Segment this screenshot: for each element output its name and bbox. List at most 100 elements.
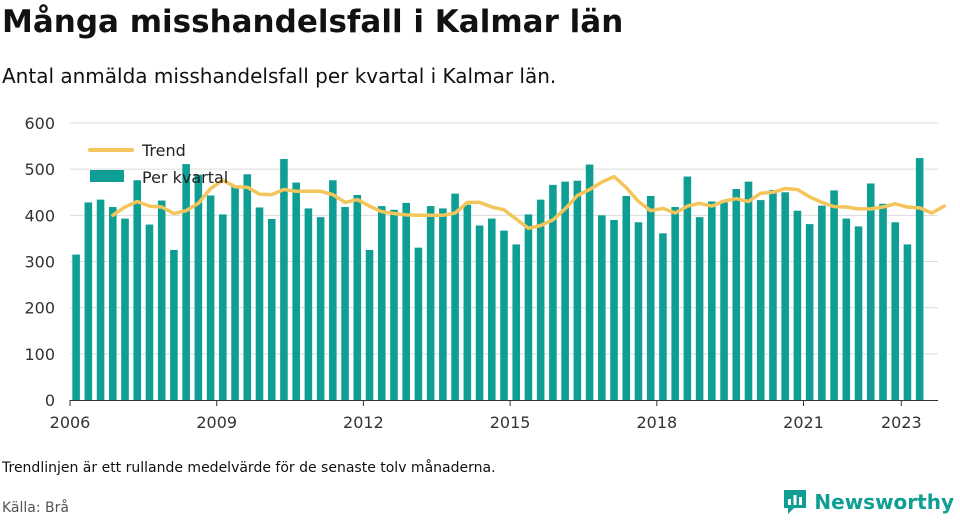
bar [818, 205, 826, 400]
bar [732, 189, 741, 400]
bar [500, 230, 508, 400]
bar [769, 189, 777, 400]
bar [133, 180, 142, 400]
chart-subtitle: Antal anmälda misshandelsfall per kvarta… [2, 64, 557, 88]
trend-line [111, 174, 946, 231]
bar [830, 190, 838, 400]
y-tick-label: 100 [24, 345, 55, 364]
y-tick-label: 300 [24, 253, 55, 272]
y-tick-label: 500 [24, 160, 55, 179]
x-tick-label: 2006 [50, 413, 91, 432]
bar [646, 195, 655, 400]
bar [585, 164, 594, 400]
bar [536, 199, 545, 400]
bar [390, 209, 398, 400]
x-tick-label: 2012 [343, 413, 384, 432]
x-tick-label: 2018 [636, 413, 677, 432]
bar [549, 184, 557, 400]
bar [610, 219, 618, 400]
bar [194, 174, 203, 400]
bar [756, 200, 765, 400]
bar [634, 222, 643, 400]
x-tick-label: 2009 [196, 413, 237, 432]
bar [781, 192, 789, 400]
bar [695, 217, 704, 400]
brand-name: Newsworthy [814, 490, 954, 514]
bar [744, 181, 753, 400]
bar [451, 193, 459, 400]
bar-chart-logo-icon [784, 490, 807, 514]
legend-bar-label: Per kvartal [142, 168, 228, 187]
bar [84, 202, 93, 400]
bar [121, 218, 129, 400]
chart-title: Många misshandelsfall i Kalmar län [2, 4, 624, 40]
bar [365, 249, 374, 400]
bar [426, 206, 435, 400]
y-tick-label: 600 [24, 114, 55, 133]
legend-trend-label: Trend [141, 141, 186, 160]
legend: Trend Per kvartal [88, 141, 228, 187]
bar [659, 233, 667, 400]
bar [622, 195, 631, 400]
bar [879, 203, 887, 400]
bar [145, 224, 154, 400]
bar [512, 244, 521, 400]
bar [793, 210, 802, 400]
bar [708, 201, 716, 400]
bar [854, 226, 863, 400]
bar [891, 222, 900, 400]
bar [524, 214, 533, 400]
legend-bar-swatch [90, 170, 124, 182]
bar [463, 204, 472, 400]
bar [243, 174, 252, 400]
bar [267, 219, 276, 400]
bar [219, 214, 227, 400]
bar [487, 218, 496, 400]
bar [903, 244, 912, 400]
bar [96, 199, 105, 400]
bar [561, 181, 569, 400]
bar [573, 180, 582, 400]
bar [475, 225, 484, 400]
bar [255, 207, 264, 400]
bar [439, 208, 447, 400]
bar [304, 208, 313, 400]
bar [866, 183, 875, 400]
y-axis-ticks: 0 100 200 300 400 500 600 [24, 114, 55, 410]
bar [341, 207, 349, 400]
x-tick-label: 2015 [490, 413, 531, 432]
bar [170, 249, 178, 400]
bar [329, 180, 337, 400]
bar [805, 224, 814, 400]
bar [108, 207, 117, 400]
y-tick-label: 0 [45, 391, 55, 410]
bar [683, 176, 692, 400]
bar [671, 207, 679, 400]
y-tick-label: 400 [24, 206, 55, 225]
chart: 0 100 200 300 400 500 600 2006 2009 2012 2015 2018… [24, 114, 946, 432]
bar [157, 200, 166, 400]
bar [292, 182, 300, 400]
bar [280, 159, 288, 400]
bar-series [72, 158, 924, 400]
x-axis-ticks: 2006 2009 2012 2015 2018 2021 2023 [50, 400, 922, 432]
bar [316, 217, 325, 400]
source-credit: Källa: Brå [2, 500, 69, 516]
bar [402, 202, 410, 400]
x-tick-label: 2021 [783, 413, 824, 432]
y-tick-label: 200 [24, 299, 55, 318]
footnote: Trendlinjen är ett rullande medelvärde f… [2, 460, 496, 476]
bar [231, 186, 239, 400]
brand-logo: Newsworthy [782, 488, 954, 516]
bar [720, 202, 728, 400]
bar [377, 206, 386, 400]
bar [72, 254, 80, 400]
bar [842, 218, 851, 400]
bar [598, 215, 606, 400]
bar [915, 158, 924, 400]
bar [353, 195, 362, 400]
x-tick-label: 2023 [881, 413, 922, 432]
bar [414, 247, 423, 400]
bar [182, 164, 190, 400]
bar [206, 195, 215, 400]
